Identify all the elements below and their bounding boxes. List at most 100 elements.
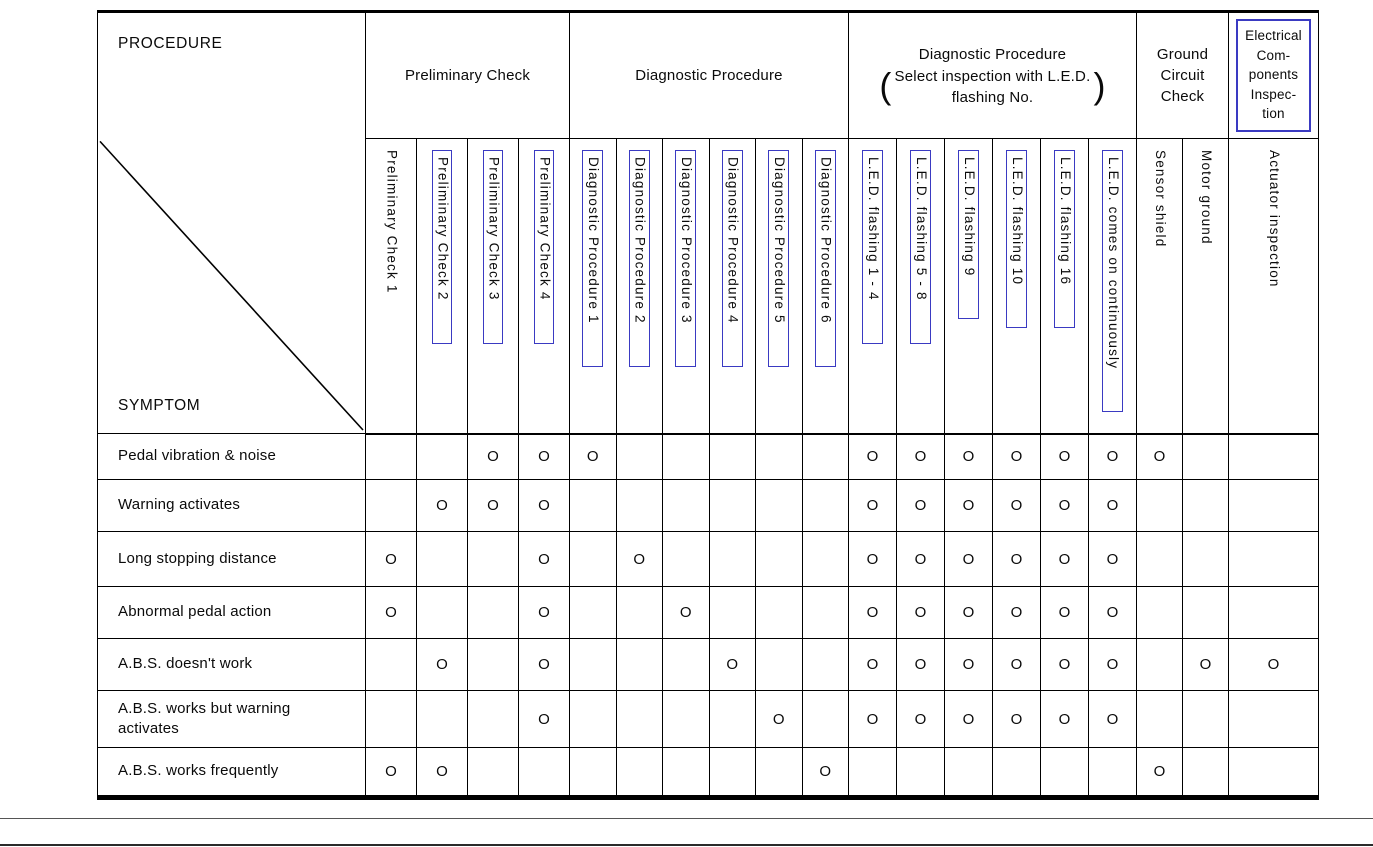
mark-cell: O (365, 586, 417, 639)
empty-cell (569, 747, 617, 798)
symptom-label: SYMPTOM (118, 397, 201, 414)
open-paren: ( (879, 65, 892, 107)
empty-cell (1040, 747, 1089, 798)
group-header-text: Diagnostic Procedure (635, 67, 783, 84)
mark-cell: O (848, 638, 897, 691)
empty-cell (662, 479, 710, 532)
column-header-cell-18: Motor ground (1182, 138, 1229, 435)
mark-cell: O (1088, 586, 1137, 639)
empty-cell (755, 433, 803, 480)
empty-cell (1228, 747, 1319, 798)
empty-cell (662, 638, 710, 691)
mark-cell: O (615, 531, 663, 587)
column-header-cell-8: Diagnostic Procedure 4 (708, 138, 756, 435)
column-label: Diagnostic Procedure 3 (675, 150, 697, 367)
diagnostic-chart: PROCEDURE SYMPTOM Preliminary Check Diagn… (97, 10, 1319, 800)
mark-cell: O (1088, 479, 1137, 532)
mark-cell: O (896, 479, 945, 532)
empty-cell (416, 586, 468, 639)
symptom-row-5: A.B.S. doesn't work O O O O O O O O O O O (97, 638, 1319, 691)
empty-cell (755, 747, 803, 798)
empty-cell (467, 586, 519, 639)
mark-cell: O (662, 586, 710, 639)
mark-cell: O (755, 690, 803, 748)
column-label: Preliminary Check 3 (482, 150, 504, 344)
column-header-cell-3: Preliminary Check 3 (467, 138, 519, 435)
column-label: L.E.D. flashing 16 (1054, 150, 1075, 329)
empty-cell (569, 638, 617, 691)
mark-cell: O (848, 586, 897, 639)
empty-cell (365, 690, 417, 748)
empty-cell (755, 479, 803, 532)
empty-cell (416, 690, 468, 748)
empty-cell (708, 531, 756, 587)
column-label: Preliminary Check 4 (533, 150, 555, 344)
mark-cell: O (1182, 638, 1229, 691)
empty-cell (416, 433, 468, 480)
mark-cell: O (416, 479, 468, 532)
page-edge-line-upper (0, 818, 1373, 819)
mark-cell: O (896, 690, 945, 748)
mark-cell: O (1088, 433, 1137, 480)
mark-cell: O (944, 531, 993, 587)
empty-cell (801, 479, 849, 532)
mark-cell: O (944, 690, 993, 748)
mark-cell: O (896, 586, 945, 639)
empty-cell (944, 747, 993, 798)
empty-cell (755, 586, 803, 639)
mark-cell: O (1040, 479, 1089, 532)
symptom-row-2: Warning activates O O O O O O O O O (97, 479, 1319, 532)
empty-cell (569, 586, 617, 639)
empty-cell (1228, 479, 1319, 532)
column-header-row: Preliminary Check 1 Preliminary Check 2 Pr… (98, 138, 1319, 435)
mark-cell: O (992, 479, 1041, 532)
mark-cell: O (518, 638, 570, 691)
mark-cell: O (896, 638, 945, 691)
mark-cell: O (1040, 531, 1089, 587)
column-header-cell-6: Diagnostic Procedure 2 (615, 138, 663, 435)
column-header-cell-2: Preliminary Check 2 (416, 138, 468, 435)
mark-cell: O (518, 586, 570, 639)
symptom-cell: A.B.S. works frequently (97, 747, 366, 798)
mark-cell: O (518, 690, 570, 748)
empty-cell (801, 433, 849, 480)
symptom-cell: Warning activates (97, 479, 366, 532)
empty-cell (1136, 531, 1183, 587)
mark-cell: O (518, 479, 570, 532)
mark-cell: O (518, 531, 570, 587)
column-header-cell-17: Sensor shield (1136, 138, 1183, 435)
mark-cell: O (944, 479, 993, 532)
mark-cell: O (467, 433, 519, 480)
mark-cell: O (1040, 638, 1089, 691)
empty-cell (467, 638, 519, 691)
mark-cell: O (1088, 638, 1137, 691)
column-label: Sensor shield (1152, 150, 1168, 248)
column-label: Preliminary Check 1 (384, 150, 400, 294)
mark-cell: O (416, 638, 468, 691)
column-label: Diagnostic Procedure 5 (768, 150, 790, 367)
symptom-cell: Pedal vibration & noise (97, 433, 366, 480)
empty-cell (467, 747, 519, 798)
empty-cell (1182, 479, 1229, 532)
empty-cell (569, 690, 617, 748)
empty-cell (708, 747, 756, 798)
empty-cell (662, 433, 710, 480)
mark-cell: O (848, 479, 897, 532)
empty-cell (365, 433, 417, 480)
mark-cell: O (848, 531, 897, 587)
mark-cell: O (1136, 433, 1183, 480)
column-header-cell-4: Preliminary Check 4 (518, 138, 570, 435)
empty-cell (569, 531, 617, 587)
column-label: L.E.D. flashing 10 (1006, 150, 1027, 329)
mark-cell: O (992, 433, 1041, 480)
column-header-cell-19: Actuator inspection (1228, 138, 1319, 435)
empty-cell (662, 690, 710, 748)
group-header-paren-note: (Select inspection with L.E.D. flashing N… (849, 66, 1136, 108)
empty-cell (1088, 747, 1137, 798)
empty-cell (365, 479, 417, 532)
electrical-header-box: Electrical Com-ponents Inspec-tion (1236, 19, 1311, 132)
empty-cell (467, 531, 519, 587)
mark-cell: O (992, 638, 1041, 691)
mark-cell: O (801, 747, 849, 798)
column-label: Actuator inspection (1266, 150, 1282, 288)
